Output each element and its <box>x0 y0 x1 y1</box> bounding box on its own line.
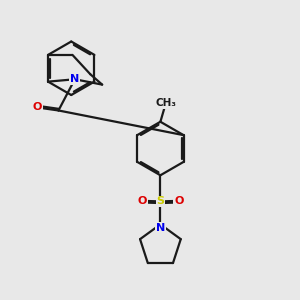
Text: N: N <box>156 223 165 232</box>
Text: S: S <box>156 196 164 206</box>
Text: O: O <box>33 103 42 112</box>
Text: O: O <box>174 196 184 206</box>
Text: N: N <box>70 74 80 84</box>
Text: O: O <box>137 196 147 206</box>
Text: CH₃: CH₃ <box>155 98 176 108</box>
